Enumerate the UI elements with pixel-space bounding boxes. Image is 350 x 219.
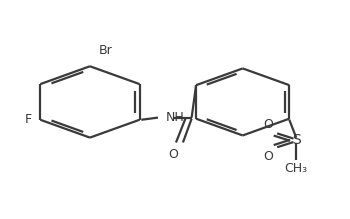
Text: S: S bbox=[292, 133, 301, 147]
Text: Br: Br bbox=[99, 44, 112, 57]
Text: O: O bbox=[264, 118, 273, 131]
Text: CH₃: CH₃ bbox=[285, 162, 308, 175]
Text: F: F bbox=[25, 113, 32, 126]
Text: O: O bbox=[169, 148, 178, 161]
Text: O: O bbox=[264, 150, 273, 163]
Text: NH: NH bbox=[166, 111, 184, 124]
